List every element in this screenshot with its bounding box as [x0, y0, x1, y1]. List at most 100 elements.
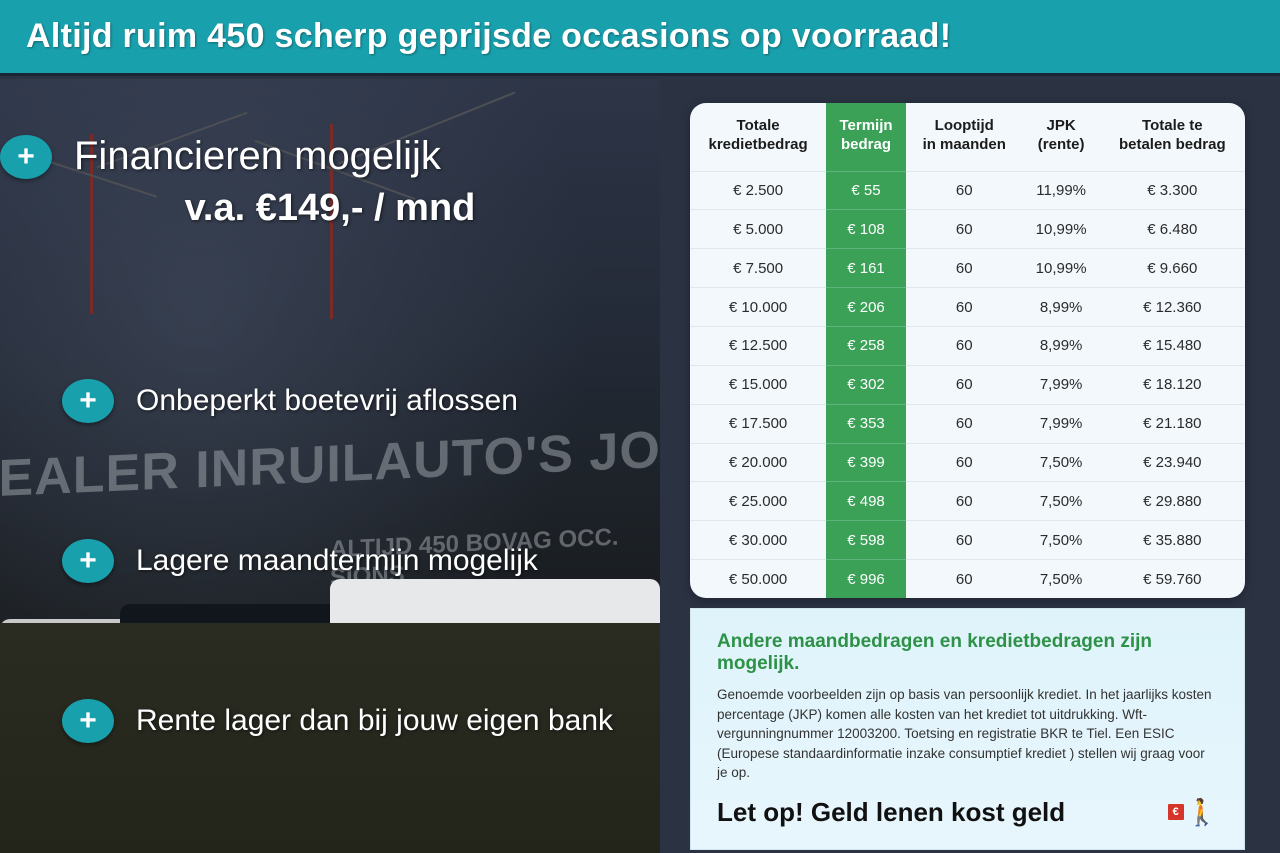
- cell-term-2: € 161: [826, 249, 906, 288]
- cell-jpk-10: 7,50%: [1023, 560, 1100, 598]
- price-table-header-1: Termijn bedrag: [826, 103, 906, 171]
- cell-duration-5: 60: [906, 365, 1023, 404]
- cell-jpk-8: 7,50%: [1023, 482, 1100, 521]
- cell-total-3: € 12.360: [1100, 288, 1245, 327]
- table-row: € 7.500 € 161 60 10,99% € 9.660: [690, 249, 1245, 288]
- plus-icon: [0, 135, 52, 179]
- cell-credit-6: € 17.500: [690, 404, 826, 443]
- price-table-header-4: Totale te betalen bedrag: [1100, 103, 1245, 171]
- table-row: € 12.500 € 258 60 8,99% € 15.480: [690, 326, 1245, 365]
- cell-term-3: € 206: [826, 288, 906, 327]
- cell-credit-8: € 25.000: [690, 482, 826, 521]
- disclaimer-panel: Andere maandbedragen en kredietbedragen …: [690, 608, 1245, 850]
- cell-duration-10: 60: [906, 560, 1023, 598]
- cell-duration-3: 60: [906, 288, 1023, 327]
- cell-jpk-1: 10,99%: [1023, 210, 1100, 249]
- plus-icon: [62, 539, 114, 583]
- cell-term-4: € 258: [826, 326, 906, 365]
- cell-term-8: € 498: [826, 482, 906, 521]
- feature-item-3-text: Rente lager dan bij jouw eigen bank: [136, 704, 613, 738]
- table-row: € 30.000 € 598 60 7,50% € 35.880: [690, 521, 1245, 560]
- plus-icon: [62, 379, 114, 423]
- cell-term-0: € 55: [826, 171, 906, 210]
- disclaimer-body: Genoemde voorbeelden zijn op basis van p…: [717, 685, 1218, 783]
- cell-term-10: € 996: [826, 560, 906, 598]
- price-table-body: € 2.500 € 55 60 11,99% € 3.300 € 5.000 €…: [690, 171, 1245, 598]
- cell-total-6: € 21.180: [1100, 404, 1245, 443]
- table-row: € 50.000 € 996 60 7,50% € 59.760: [690, 560, 1245, 598]
- cell-total-1: € 6.480: [1100, 210, 1245, 249]
- page-title: Altijd ruim 450 scherp geprijsde occasio…: [0, 17, 951, 56]
- cell-term-6: € 353: [826, 404, 906, 443]
- cell-jpk-5: 7,99%: [1023, 365, 1100, 404]
- feature-hero-subtitle: v.a. €149,- / mnd: [0, 187, 660, 230]
- table-row: € 17.500 € 353 60 7,99% € 21.180: [690, 404, 1245, 443]
- feature-item-2: Lagere maandtermijn mogelijk: [62, 539, 538, 583]
- price-table: Totale kredietbedrag Termijn bedrag Loopti…: [690, 103, 1245, 598]
- letop-icon: € 🚶: [1168, 799, 1218, 825]
- table-row: € 2.500 € 55 60 11,99% € 3.300: [690, 171, 1245, 210]
- advertisement-page: Altijd ruim 450 scherp geprijsde occasio…: [0, 0, 1280, 853]
- cell-jpk-9: 7,50%: [1023, 521, 1100, 560]
- cell-total-4: € 15.480: [1100, 326, 1245, 365]
- table-row: € 20.000 € 399 60 7,50% € 23.940: [690, 443, 1245, 482]
- price-table-panel: Totale kredietbedrag Termijn bedrag Loopti…: [690, 103, 1245, 598]
- cell-total-9: € 35.880: [1100, 521, 1245, 560]
- cell-duration-1: 60: [906, 210, 1023, 249]
- feature-item-2-text: Lagere maandtermijn mogelijk: [136, 544, 538, 578]
- cell-term-1: € 108: [826, 210, 906, 249]
- cell-credit-10: € 50.000: [690, 560, 826, 598]
- cell-duration-0: 60: [906, 171, 1023, 210]
- cell-term-7: € 399: [826, 443, 906, 482]
- cell-credit-1: € 5.000: [690, 210, 826, 249]
- walking-person-icon: 🚶: [1186, 799, 1218, 825]
- cell-duration-6: 60: [906, 404, 1023, 443]
- feature-item-1: Onbeperkt boetevrij aflossen: [62, 379, 518, 423]
- cell-jpk-7: 7,50%: [1023, 443, 1100, 482]
- cell-jpk-4: 8,99%: [1023, 326, 1100, 365]
- cell-credit-9: € 30.000: [690, 521, 826, 560]
- cell-duration-7: 60: [906, 443, 1023, 482]
- price-table-header-0: Totale kredietbedrag: [690, 103, 826, 171]
- table-row: € 25.000 € 498 60 7,50% € 29.880: [690, 482, 1245, 521]
- cell-total-2: € 9.660: [1100, 249, 1245, 288]
- cell-duration-8: 60: [906, 482, 1023, 521]
- disclaimer-title: Andere maandbedragen en kredietbedragen …: [717, 631, 1218, 675]
- cell-jpk-6: 7,99%: [1023, 404, 1100, 443]
- table-row: € 10.000 € 206 60 8,99% € 12.360: [690, 288, 1245, 327]
- plus-icon: [62, 699, 114, 743]
- price-table-header-row: Totale kredietbedrag Termijn bedrag Loopti…: [690, 103, 1245, 171]
- dealer-signage-text: DEALER INRUILAUTO'S JOHAN MEURE: [0, 417, 660, 510]
- table-row: € 5.000 € 108 60 10,99% € 6.480: [690, 210, 1245, 249]
- cell-jpk-0: 11,99%: [1023, 171, 1100, 210]
- disclaimer-footer: Let op! Geld lenen kost geld € 🚶: [717, 797, 1218, 828]
- cell-duration-2: 60: [906, 249, 1023, 288]
- cell-credit-5: € 15.000: [690, 365, 826, 404]
- cell-credit-3: € 10.000: [690, 288, 826, 327]
- cell-total-7: € 23.940: [1100, 443, 1245, 482]
- cell-credit-7: € 20.000: [690, 443, 826, 482]
- feature-hero: Financieren mogelijk v.a. €149,- / mnd: [0, 134, 660, 230]
- price-table-header-2: Looptijd in maanden: [906, 103, 1023, 171]
- cell-duration-4: 60: [906, 326, 1023, 365]
- cell-credit-4: € 12.500: [690, 326, 826, 365]
- cell-total-0: € 3.300: [1100, 171, 1245, 210]
- feature-item-1-text: Onbeperkt boetevrij aflossen: [136, 384, 518, 418]
- cell-term-9: € 598: [826, 521, 906, 560]
- cell-total-5: € 18.120: [1100, 365, 1245, 404]
- cell-total-8: € 29.880: [1100, 482, 1245, 521]
- feature-item-3: Rente lager dan bij jouw eigen bank: [62, 699, 613, 743]
- cell-jpk-3: 8,99%: [1023, 288, 1100, 327]
- cell-term-5: € 302: [826, 365, 906, 404]
- letop-text: Let op! Geld lenen kost geld: [717, 797, 1065, 828]
- euro-icon: €: [1168, 804, 1184, 820]
- header-bar: Altijd ruim 450 scherp geprijsde occasio…: [0, 0, 1280, 76]
- cell-total-10: € 59.760: [1100, 560, 1245, 598]
- table-row: € 15.000 € 302 60 7,99% € 18.120: [690, 365, 1245, 404]
- cell-credit-0: € 2.500: [690, 171, 826, 210]
- feature-hero-title: Financieren mogelijk: [74, 134, 441, 179]
- price-table-header-3: JPK (rente): [1023, 103, 1100, 171]
- cell-jpk-2: 10,99%: [1023, 249, 1100, 288]
- cell-duration-9: 60: [906, 521, 1023, 560]
- dealership-photo: DEALER INRUILAUTO'S JOHAN MEURE ALTIJD 4…: [0, 79, 660, 853]
